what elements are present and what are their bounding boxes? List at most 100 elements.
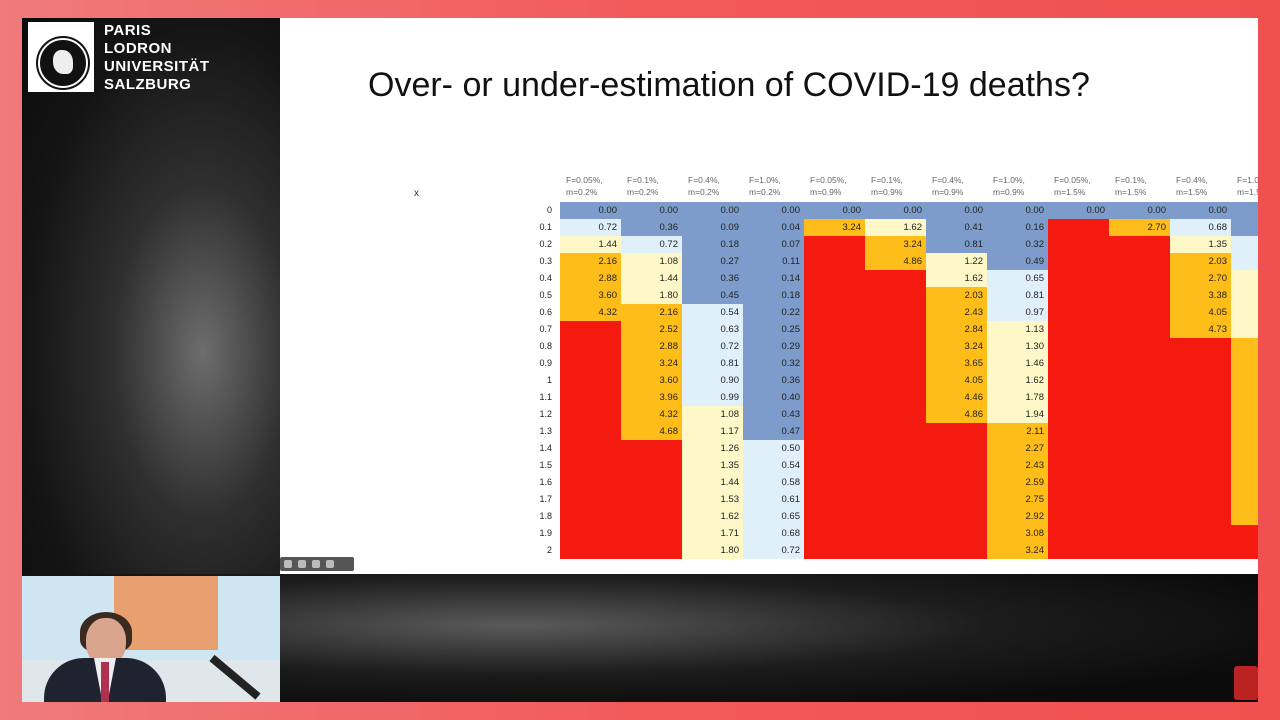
table-cell: 4.32 bbox=[1231, 474, 1258, 491]
column-header-line: m=0.2% bbox=[627, 187, 659, 197]
table-cell: 1.78 bbox=[987, 389, 1048, 406]
table-cell: 0.72 bbox=[682, 338, 743, 355]
table-cell bbox=[926, 457, 987, 474]
table-cell bbox=[804, 491, 865, 508]
table-cell: 0.36 bbox=[743, 372, 804, 389]
column-header: F=0.1%, m=0.2% bbox=[627, 174, 659, 198]
table-cell bbox=[865, 321, 926, 338]
table-cell bbox=[804, 304, 865, 321]
table-cell bbox=[1048, 287, 1109, 304]
table-cell bbox=[1170, 406, 1231, 423]
table-cell: 4.59 bbox=[1231, 491, 1258, 508]
table-cell bbox=[621, 508, 682, 525]
table-cell bbox=[1048, 253, 1109, 270]
table-cell bbox=[560, 491, 621, 508]
table-cell: 0.00 bbox=[560, 202, 621, 219]
row-label: 1.6 bbox=[539, 477, 552, 487]
table-cell bbox=[865, 406, 926, 423]
table-cell: 1.22 bbox=[926, 253, 987, 270]
table-cell bbox=[1109, 457, 1170, 474]
row-label: 2 bbox=[546, 545, 552, 555]
table-cell: 1.26 bbox=[682, 440, 743, 457]
column-header-line: m=1.5% bbox=[1054, 187, 1086, 197]
table-cell bbox=[1109, 440, 1170, 457]
table-cell: 4.32 bbox=[621, 406, 682, 423]
prev-icon[interactable] bbox=[312, 560, 320, 568]
table-cell: 1.44 bbox=[682, 474, 743, 491]
table-cell: 2.43 bbox=[1231, 355, 1258, 372]
table-cell bbox=[560, 389, 621, 406]
table-cell: 2.92 bbox=[987, 508, 1048, 525]
table-cell: 3.24 bbox=[926, 338, 987, 355]
table-cell: 0.50 bbox=[743, 440, 804, 457]
table-cell: 0.54 bbox=[743, 457, 804, 474]
column-header-line: F=0.4%, bbox=[932, 175, 964, 185]
row-label: 1.9 bbox=[539, 528, 552, 538]
table-cell bbox=[865, 440, 926, 457]
column-header: F=0.05%, m=0.9% bbox=[810, 174, 847, 198]
column-header-line: F=0.1%, bbox=[627, 175, 659, 185]
table-cell bbox=[621, 491, 682, 508]
table-cell bbox=[1048, 270, 1109, 287]
table-cell: 1.62 bbox=[1231, 304, 1258, 321]
row-label: 0 bbox=[546, 205, 552, 215]
table-cell bbox=[1048, 423, 1109, 440]
table-cell bbox=[926, 491, 987, 508]
table-cell: 2.84 bbox=[926, 321, 987, 338]
table-cell: 3.08 bbox=[987, 525, 1048, 542]
table-cell: 0.32 bbox=[743, 355, 804, 372]
table-cell: 2.11 bbox=[987, 423, 1048, 440]
table-cell: 2.59 bbox=[987, 474, 1048, 491]
column-header: F=1.0%, m=0.9% bbox=[993, 174, 1025, 198]
table-cell: 4.86 bbox=[865, 253, 926, 270]
table-cell bbox=[1048, 236, 1109, 253]
table-cell bbox=[1109, 355, 1170, 372]
table-cell: 4.05 bbox=[926, 372, 987, 389]
table-cell bbox=[865, 270, 926, 287]
row-label: 0.4 bbox=[539, 273, 552, 283]
table-cell bbox=[804, 338, 865, 355]
table-cell bbox=[1109, 389, 1170, 406]
table-cell: 0.00 bbox=[987, 202, 1048, 219]
table-cell: 2.70 bbox=[1109, 219, 1170, 236]
table-cell: 0.72 bbox=[621, 236, 682, 253]
table-cell: 0.25 bbox=[743, 321, 804, 338]
subscribe-icon[interactable] bbox=[1234, 666, 1258, 700]
table-cell bbox=[1109, 508, 1170, 525]
table-cell: 2.03 bbox=[1170, 253, 1231, 270]
next-icon[interactable] bbox=[326, 560, 334, 568]
table-cell bbox=[1170, 338, 1231, 355]
table-cell bbox=[804, 525, 865, 542]
table-cell bbox=[926, 440, 987, 457]
table-cell: 0.47 bbox=[743, 423, 804, 440]
table-cell: 1.08 bbox=[621, 253, 682, 270]
table-cell: 1.13 bbox=[987, 321, 1048, 338]
column-header: F=0.4%, m=1.5% bbox=[1176, 174, 1208, 198]
pointer-icon[interactable] bbox=[284, 560, 292, 568]
table-cell: 3.65 bbox=[926, 355, 987, 372]
table-cell bbox=[560, 321, 621, 338]
column-header-line: m=1.5% bbox=[1237, 187, 1258, 197]
table-cell bbox=[1048, 542, 1109, 559]
table-cell bbox=[621, 542, 682, 559]
column-header-line: m=0.9% bbox=[993, 187, 1025, 197]
pen-icon[interactable] bbox=[298, 560, 306, 568]
table-cell bbox=[560, 508, 621, 525]
table-cell bbox=[1109, 406, 1170, 423]
table-cell: 0.14 bbox=[743, 270, 804, 287]
column-header: F=1.0%, m=1.5% bbox=[1237, 174, 1258, 198]
table-cell bbox=[804, 508, 865, 525]
table-cell: 2.43 bbox=[926, 304, 987, 321]
table-cell: 0.00 bbox=[865, 202, 926, 219]
slide-toolbar[interactable] bbox=[280, 557, 354, 571]
table-cell: 2.16 bbox=[621, 304, 682, 321]
table-cell: 1.35 bbox=[1231, 287, 1258, 304]
table-cell: 2.52 bbox=[621, 321, 682, 338]
column-header-line: F=0.4%, bbox=[1176, 175, 1208, 185]
row-label: 0.2 bbox=[539, 239, 552, 249]
column-header: F=0.1%, m=1.5% bbox=[1115, 174, 1147, 198]
row-label: 1.4 bbox=[539, 443, 552, 453]
video-frame: PARIS LODRON UNIVERSITÄT SALZBURG Over- … bbox=[22, 18, 1258, 702]
table-cell bbox=[1170, 525, 1231, 542]
table-cell bbox=[865, 304, 926, 321]
